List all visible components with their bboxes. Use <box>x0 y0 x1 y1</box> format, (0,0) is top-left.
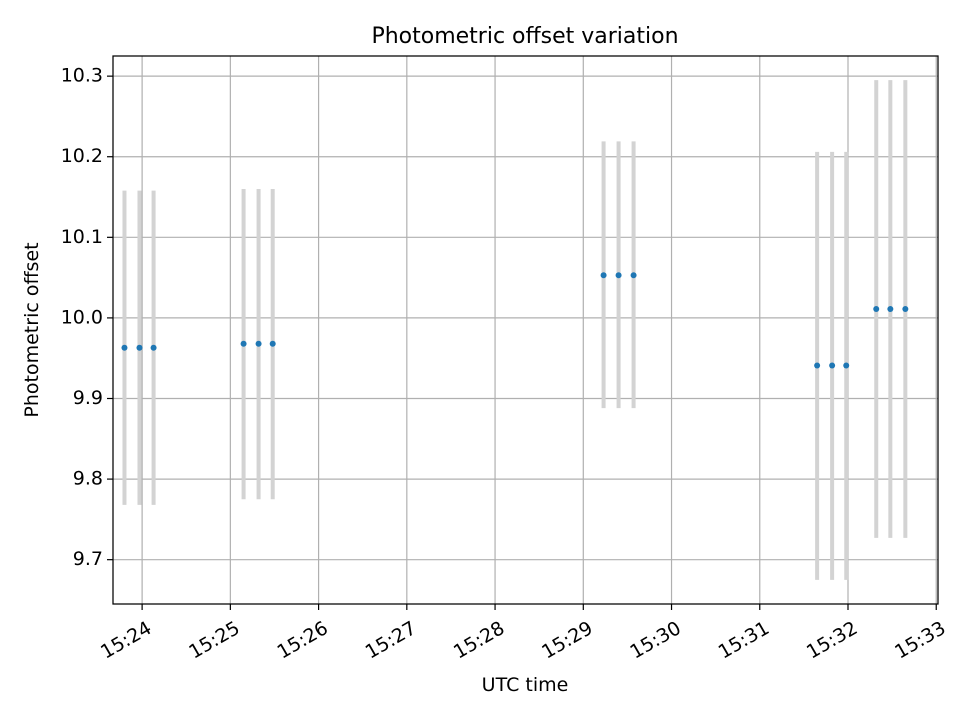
data-point <box>269 340 276 347</box>
y-tick-label: 9.7 <box>73 548 103 570</box>
data-point <box>240 340 247 347</box>
data-point <box>873 306 880 313</box>
x-tick-label: 15:24 <box>97 617 155 663</box>
x-tick-label: 15:30 <box>626 617 684 663</box>
data-point <box>630 272 637 279</box>
x-tick-label: 15:29 <box>538 617 596 663</box>
data-point <box>843 362 850 369</box>
data-points <box>121 272 909 369</box>
errorbars <box>122 80 908 580</box>
data-point <box>814 362 821 369</box>
x-tick-label: 15:31 <box>715 617 773 663</box>
x-axis-ticks: 15:24 15:25 15:26 15:27 15:28 15:29 15:30 15:31… <box>97 604 950 663</box>
data-point <box>136 344 143 351</box>
x-tick-label: 15:33 <box>891 617 949 663</box>
y-tick-label: 9.9 <box>73 387 103 409</box>
x-tick-label: 15:28 <box>450 617 508 663</box>
data-point <box>121 344 128 351</box>
chart-title: Photometric offset variation <box>371 24 678 49</box>
y-tick-label: 9.8 <box>73 468 103 490</box>
data-point <box>902 306 909 313</box>
y-axis-ticks: 9.7 9.8 9.9 10.0 10.1 10.2 10.3 <box>61 65 113 570</box>
x-axis-label: UTC time <box>482 674 569 696</box>
data-point <box>600 272 607 279</box>
x-tick-label: 15:32 <box>803 617 861 663</box>
y-tick-label: 10.0 <box>61 306 103 328</box>
grid <box>113 56 938 604</box>
data-point <box>255 340 262 347</box>
y-axis-label: Photometric offset <box>21 242 43 417</box>
x-tick-label: 15:25 <box>185 617 243 663</box>
y-tick-label: 10.2 <box>61 145 103 167</box>
data-point <box>150 344 157 351</box>
y-tick-label: 10.1 <box>61 226 103 248</box>
data-point <box>887 306 894 313</box>
data-point <box>615 272 622 279</box>
x-tick-label: 15:26 <box>273 617 331 663</box>
plot-frame <box>112 55 939 605</box>
x-tick-label: 15:27 <box>362 617 420 663</box>
y-tick-label: 10.3 <box>61 65 103 87</box>
data-point <box>829 362 836 369</box>
